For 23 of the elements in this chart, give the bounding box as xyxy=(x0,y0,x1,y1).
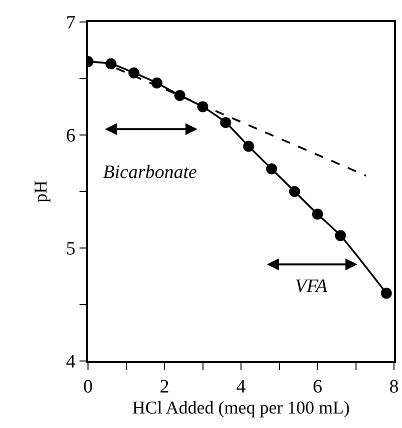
y-tick-label: 6 xyxy=(66,126,76,147)
x-tick-label: 0 xyxy=(83,376,93,398)
point xyxy=(128,67,140,78)
point xyxy=(243,140,254,152)
point xyxy=(380,288,392,299)
y-tick-label: 4 xyxy=(66,352,76,373)
x-tick-label: 6 xyxy=(312,376,322,398)
y-tick-label: 5 xyxy=(66,238,76,260)
point xyxy=(289,186,300,197)
point xyxy=(220,117,232,128)
y-tick-label: 7 xyxy=(66,12,76,34)
x-tick-label: 4 xyxy=(236,376,246,398)
point xyxy=(334,230,346,242)
x-tick-label: 2 xyxy=(160,376,170,398)
point xyxy=(105,58,116,70)
x-axis-title: HCl Added (meq per 100 mL) xyxy=(132,398,350,418)
annotation: VFA xyxy=(295,276,328,297)
annotation: Bicarbonate xyxy=(103,162,197,183)
point xyxy=(174,90,186,101)
x-tick-label: 8 xyxy=(389,376,399,398)
y-axis-title: pH xyxy=(30,180,51,202)
point xyxy=(266,163,278,174)
point xyxy=(312,208,323,220)
